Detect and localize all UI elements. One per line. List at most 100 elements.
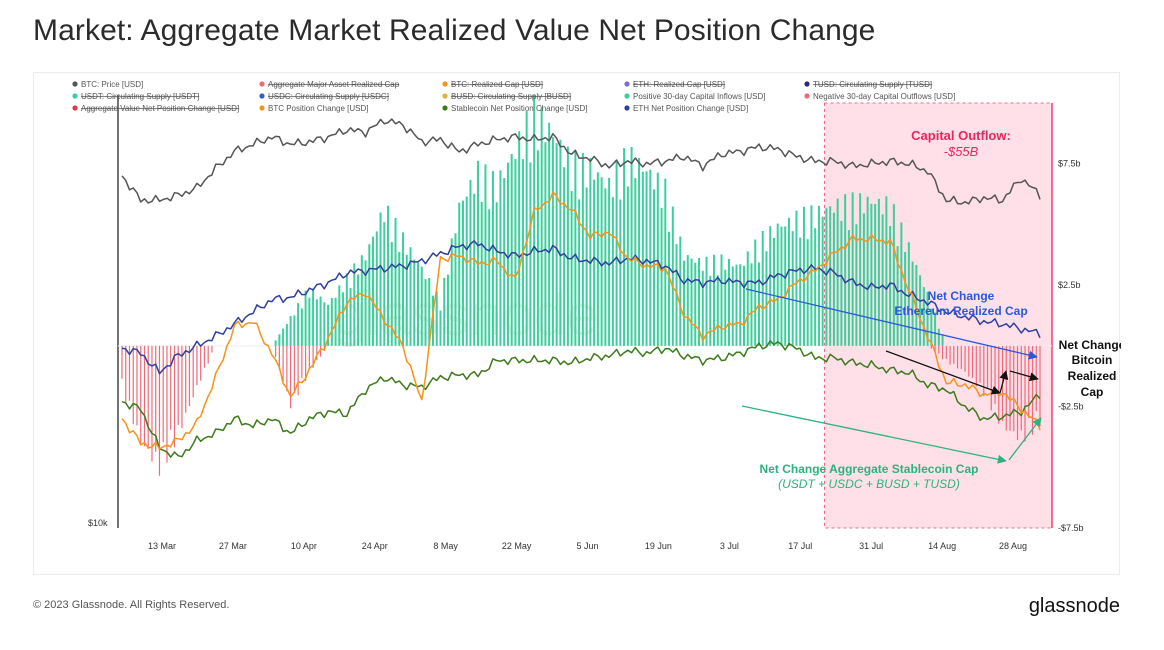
- inflow-bar: [446, 274, 449, 346]
- outflow-bar: [964, 345, 966, 372]
- btc-position-line: [121, 191, 1041, 450]
- inflow-bar: [656, 172, 659, 346]
- outflow-bar: [200, 345, 202, 381]
- outflow-bar: [286, 345, 288, 392]
- legend-item[interactable]: Stablecoin Net Position Change [USD]: [451, 104, 588, 113]
- outflow-bar: [192, 345, 194, 398]
- outflow-bar: [1039, 345, 1041, 427]
- legend-item[interactable]: Negative 30-day Capital Outflows [USD]: [813, 92, 955, 101]
- inflow-bar: [608, 177, 611, 346]
- legend-item[interactable]: USDC: Circulating Supply [USDC]: [268, 92, 389, 101]
- inflow-bar: [443, 277, 446, 346]
- inflow-bar: [844, 194, 847, 346]
- outflow-bar: [158, 345, 161, 476]
- legend-item[interactable]: BTC Position Change [USD]: [268, 104, 369, 113]
- legend-item[interactable]: BUSD: Circulating Supply [BUSD]: [451, 92, 571, 101]
- inflow-bar: [349, 287, 352, 346]
- inflow-bar: [604, 188, 607, 346]
- lines-group: [121, 118, 1041, 458]
- legend-item[interactable]: ETH Net Position Change [USD]: [633, 104, 748, 113]
- inflow-bar: [626, 186, 629, 346]
- inflow-bar: [814, 228, 817, 346]
- outflow-bar: [185, 345, 187, 413]
- inflow-bar: [506, 162, 509, 346]
- outflow-bar: [1016, 345, 1019, 441]
- inflow-bar: [772, 238, 775, 346]
- btc-latest-arrow: [1009, 370, 1039, 382]
- x-tick-label: 27 Mar: [219, 541, 247, 551]
- inflow-bar: [581, 152, 584, 346]
- inflow-bar: [398, 251, 401, 346]
- inflow-bar: [484, 164, 487, 346]
- inflow-bar: [297, 303, 300, 346]
- btc-annotation-line2: Bitcoin: [1072, 353, 1113, 367]
- outflow-bar: [971, 345, 974, 378]
- legend-item[interactable]: USDT: Circulating Supply [USDT]: [81, 92, 199, 101]
- outflow-bar: [173, 345, 176, 448]
- outflow-bar: [275, 345, 277, 358]
- grid: [117, 95, 1052, 528]
- inflow-bar: [387, 205, 390, 346]
- inflow-bar: [930, 308, 933, 346]
- inflow-bar: [645, 171, 648, 346]
- inflow-bar: [330, 298, 333, 346]
- inflow-bar: [439, 310, 442, 346]
- inflow-bar: [690, 258, 693, 346]
- inflow-bar: [791, 231, 794, 346]
- inflow-bar: [683, 260, 686, 346]
- inflow-bar: [533, 94, 536, 346]
- legend-item[interactable]: Aggregate Major Asset Realized Cap: [268, 80, 400, 89]
- inflow-bar: [578, 199, 581, 346]
- legend-dot: [259, 93, 265, 99]
- inflow-bar: [821, 216, 824, 346]
- inflow-bar: [566, 146, 569, 346]
- legend-dot: [804, 81, 810, 87]
- inflow-bar: [825, 208, 828, 346]
- inflow-bar: [776, 223, 779, 346]
- btc-price-line: [121, 118, 1041, 205]
- inflow-bar: [461, 200, 464, 346]
- inflow-bar: [810, 205, 813, 346]
- legend-item[interactable]: BTC: Realized Cap [USD]: [451, 80, 543, 89]
- legend-dot: [624, 93, 630, 99]
- inflow-bar: [327, 304, 330, 346]
- btc-annotation-line4: Cap: [1081, 385, 1104, 399]
- outflow-bar: [162, 345, 164, 443]
- outflow-bar: [297, 345, 299, 396]
- inflow-bar: [559, 139, 562, 346]
- inflow-bar: [907, 242, 910, 346]
- legend-item[interactable]: Positive 30-day Capital Inflows [USD]: [633, 92, 766, 101]
- outflow-bar: [986, 345, 989, 389]
- inflow-bar: [510, 153, 513, 346]
- inflow-bar: [379, 212, 382, 346]
- legend-item[interactable]: TUSD: Circulating Supply [TUSD]: [813, 80, 932, 89]
- inflow-bar: [278, 334, 281, 346]
- inflow-bar: [435, 291, 438, 346]
- inflow-bar: [746, 251, 749, 346]
- inflow-bar: [795, 210, 798, 346]
- stablecoin-annotation-line2: (USDT + USDC + BUSD + TUSD): [778, 477, 960, 491]
- inflow-bar: [319, 296, 322, 346]
- inflow-bar: [465, 196, 468, 346]
- legend-dot: [624, 81, 630, 87]
- inflow-bar: [728, 258, 731, 346]
- inflow-bar: [353, 263, 356, 346]
- outflow-title: Capital Outflow:: [911, 128, 1011, 143]
- eth-position-line: [121, 240, 1041, 375]
- legend-item[interactable]: BTC: Price [USD]: [81, 80, 143, 89]
- inflow-bar: [784, 226, 787, 346]
- legend-item[interactable]: ETH: Realized Cap [USD]: [633, 80, 725, 89]
- x-tick-label: 24 Apr: [362, 541, 388, 551]
- legend-item[interactable]: Aggregate Value Net Position Change [USD…: [81, 104, 239, 113]
- outflow-bar: [121, 345, 123, 379]
- outflow-bar: [147, 345, 149, 449]
- inflow-bar: [874, 203, 877, 346]
- inflow-bar: [754, 239, 757, 346]
- legend-dot: [442, 81, 448, 87]
- inflow-bar: [308, 297, 311, 346]
- outflow-bar: [151, 345, 153, 462]
- btc-annotation-line3: Realized: [1068, 369, 1117, 383]
- inflow-bar: [274, 340, 277, 346]
- inflow-bar: [518, 131, 521, 346]
- right-axis-tick: $2.5b: [1058, 280, 1081, 290]
